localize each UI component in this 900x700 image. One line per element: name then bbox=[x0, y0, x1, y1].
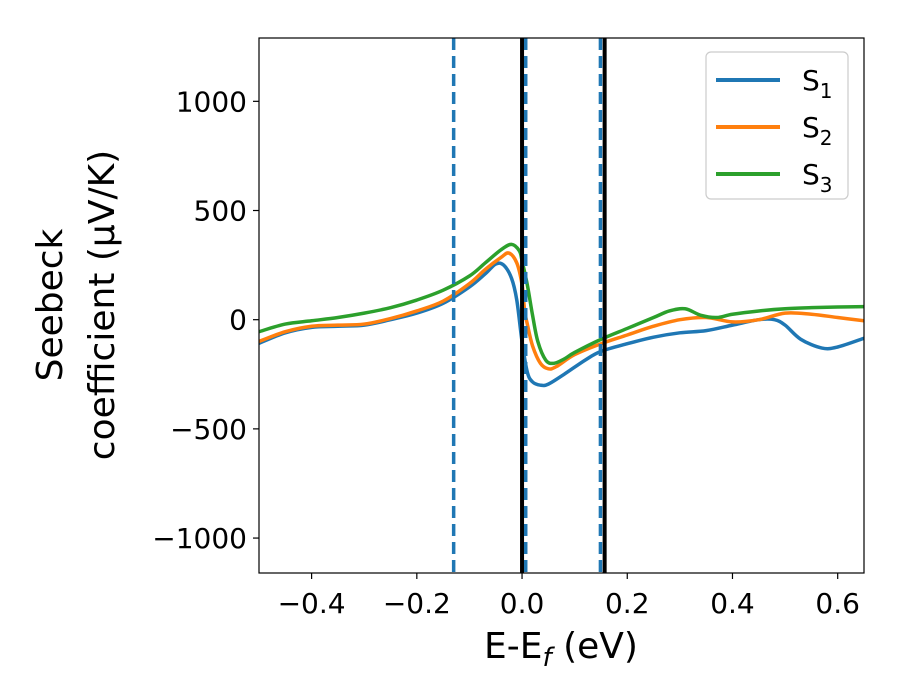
plot-frame bbox=[258, 37, 865, 574]
y-axis-label-line2: coefficient (μV/K) bbox=[82, 150, 123, 460]
y-tick-label: 0 bbox=[229, 304, 247, 337]
x-tick-label: 0.6 bbox=[815, 587, 860, 620]
y-axis-ticks: −1000 −500 0 500 1000 bbox=[152, 85, 259, 555]
x-axis-ticks: −0.4 −0.2 0.0 0.2 0.4 0.6 bbox=[278, 573, 860, 620]
vline-layer bbox=[451, 38, 607, 573]
y-axis-label-line1: Seebeck bbox=[30, 228, 71, 381]
series-layer bbox=[259, 242, 864, 388]
y-tick-label: 1000 bbox=[176, 85, 247, 118]
legend: S1 S2 S3 bbox=[705, 51, 849, 200]
legend-label-s3: S3 bbox=[802, 158, 833, 197]
x-tick-label: 0.4 bbox=[710, 587, 755, 620]
y-axis-label: Seebeck coefficient (μV/K) bbox=[30, 150, 123, 460]
x-axis-label: E-Ef (eV) bbox=[484, 626, 638, 673]
x-tick-label: −0.4 bbox=[278, 587, 346, 620]
y-tick-label: −1000 bbox=[152, 522, 247, 555]
y-tick-label: 500 bbox=[194, 195, 247, 228]
x-tick-label: 0.2 bbox=[605, 587, 650, 620]
legend-label-s2: S2 bbox=[802, 111, 833, 150]
y-tick-label: −500 bbox=[170, 413, 247, 446]
series-line-s2 bbox=[259, 251, 864, 371]
x-tick-label: 0.0 bbox=[500, 587, 545, 620]
series-line-s3 bbox=[259, 242, 864, 366]
legend-label-s1: S1 bbox=[802, 64, 833, 103]
x-tick-label: −0.2 bbox=[383, 587, 451, 620]
